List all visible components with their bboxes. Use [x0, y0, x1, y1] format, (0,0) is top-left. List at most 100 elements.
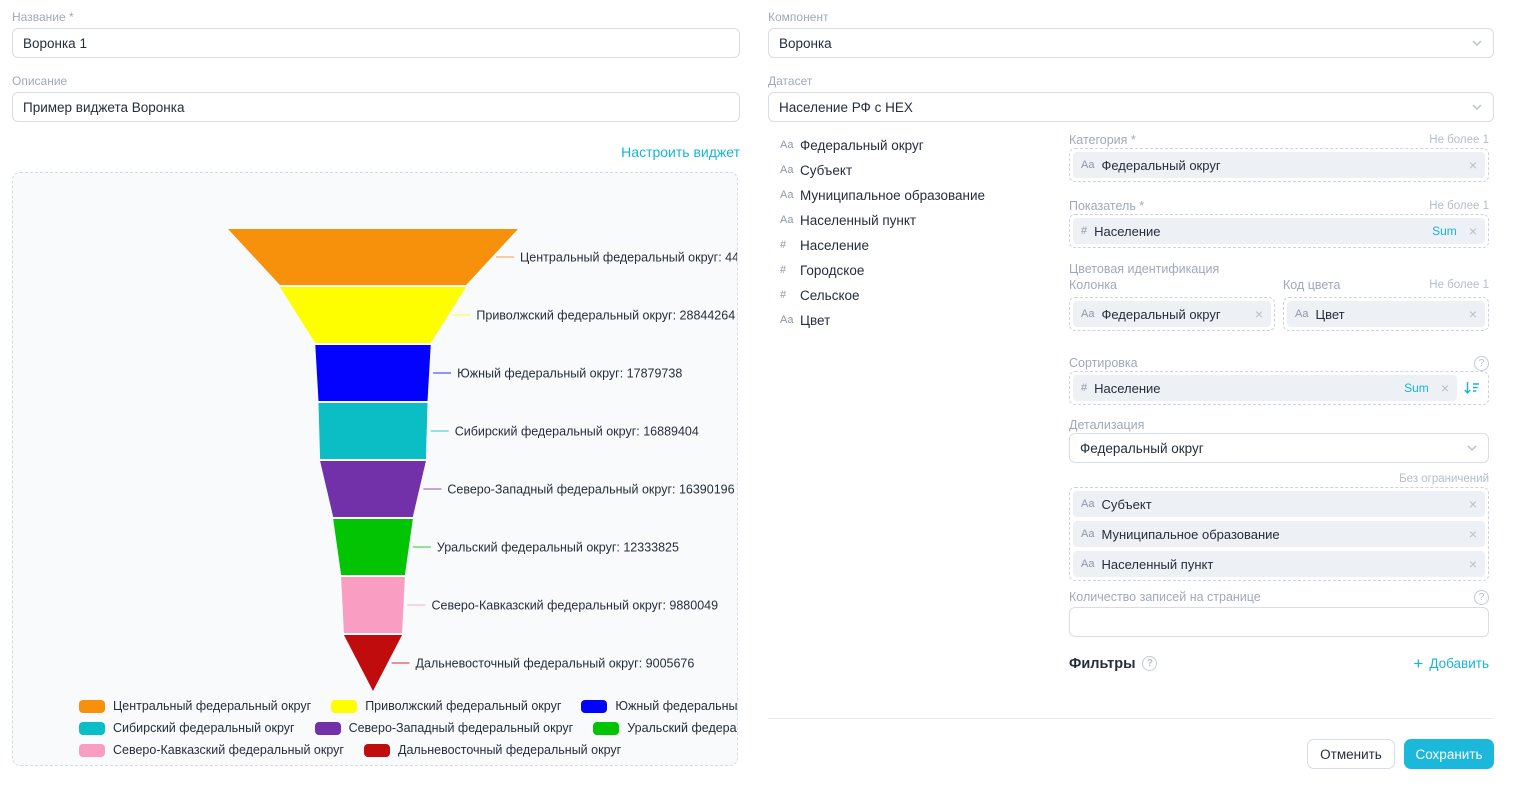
help-icon[interactable]: ?	[1474, 589, 1489, 605]
color-ident-sublabels: Колонка Код цвета Не более 1	[1069, 277, 1489, 293]
funnel-segment[interactable]	[343, 635, 403, 691]
aggregation-badge[interactable]: Sum	[1432, 224, 1457, 238]
remove-icon[interactable]: ×	[1440, 380, 1449, 396]
funnel-chart: Центральный федеральный округ: 44926457 П…	[228, 229, 737, 691]
name-input[interactable]	[12, 28, 740, 58]
measure-chip[interactable]: # Население Sum ×	[1073, 218, 1485, 244]
legend-item[interactable]: Южный федеральный округ	[581, 699, 737, 713]
string-type-icon: Aa	[1081, 308, 1095, 320]
dataset-field[interactable]: Aa Муниципальное образование	[780, 188, 985, 203]
measure-dropzone[interactable]: # Население Sum ×	[1069, 214, 1489, 248]
filters-label: Фильтры	[1069, 655, 1136, 672]
detail-value: Федеральный округ	[1080, 440, 1204, 456]
funnel-segment[interactable]	[315, 345, 431, 401]
page-size-input[interactable]	[1069, 607, 1489, 637]
funnel-segment[interactable]	[320, 461, 426, 517]
funnel-segment[interactable]	[333, 519, 413, 575]
color-code-dropzone[interactable]: Aa Цвет ×	[1283, 297, 1489, 331]
color-code-chip[interactable]: Aa Цвет ×	[1287, 301, 1485, 327]
chart-panel: Центральный федеральный округ: 44926457 П…	[12, 172, 738, 766]
remove-icon[interactable]: ×	[1468, 556, 1477, 572]
number-type-icon: #	[1081, 225, 1088, 237]
configure-row: Настроить виджет	[12, 144, 740, 162]
dataset-field[interactable]: # Население	[780, 238, 985, 253]
dataset-field[interactable]: # Сельское	[780, 288, 985, 303]
filters-section: Фильтры ? + Добавить	[1069, 655, 1489, 672]
save-button[interactable]: Сохранить	[1404, 739, 1494, 769]
sorting-chip[interactable]: # Население Sum ×	[1073, 375, 1457, 401]
description-label: Описание	[12, 74, 68, 88]
dataset-field[interactable]: Aa Цвет	[780, 313, 985, 328]
funnel-segment[interactable]	[228, 229, 518, 285]
legend-label: Северо-Кавказский федеральный округ	[113, 743, 344, 757]
detail-label: Детализация	[1069, 418, 1145, 432]
remove-icon[interactable]: ×	[1254, 306, 1263, 322]
legend-swatch	[581, 699, 608, 713]
legend-label: Сибирский федеральный округ	[113, 721, 295, 735]
left-column: Название * Описание Настроить виджет Цен…	[12, 10, 740, 766]
aggregation-badge[interactable]: Sum	[1404, 381, 1429, 395]
dataset-field[interactable]: # Городское	[780, 262, 985, 278]
cancel-button[interactable]: Отменить	[1307, 739, 1395, 769]
field-name: Федеральный округ	[800, 137, 924, 153]
field-name: Субъект	[800, 162, 853, 178]
remove-icon[interactable]: ×	[1468, 157, 1477, 173]
sorting-dropzone[interactable]: # Население Sum ×	[1069, 371, 1489, 405]
detail-chip[interactable]: Aa Муниципальное образование ×	[1073, 521, 1485, 547]
help-icon[interactable]: ?	[1474, 355, 1489, 371]
dataset-field[interactable]: Aa Субъект	[780, 162, 985, 178]
chart-legend: Центральный федеральный округ Приволжский…	[79, 691, 737, 757]
funnel-segment[interactable]	[341, 577, 405, 633]
dataset-fields-list: Aa Федеральный округ Aa Субъект Aa Муниципаль…	[780, 138, 985, 338]
help-icon[interactable]: ?	[1142, 656, 1158, 671]
legend-item[interactable]: Северо-Кавказский федеральный округ	[79, 743, 344, 757]
category-section-header: Категория * Не более 1	[1069, 132, 1489, 148]
remove-icon[interactable]: ×	[1468, 223, 1477, 239]
funnel-segment[interactable]	[279, 287, 467, 343]
detail-chip[interactable]: Aa Населенный пункт ×	[1073, 551, 1485, 577]
legend-item[interactable]: Приволжский федеральный округ	[331, 699, 561, 713]
legend-item[interactable]: Дальневосточный федеральный округ	[363, 743, 621, 757]
dataset-select[interactable]: Население РФ с HEX	[768, 92, 1494, 122]
category-dropzone[interactable]: Aa Федеральный округ ×	[1069, 148, 1489, 182]
funnel-segment-label: Приволжский федеральный округ: 28844264	[476, 309, 735, 323]
description-input[interactable]	[12, 92, 740, 122]
remove-icon[interactable]: ×	[1468, 496, 1477, 512]
configure-widget-link[interactable]: Настроить виджет	[621, 144, 740, 160]
field-name: Городское	[800, 262, 865, 278]
legend-swatch	[363, 743, 390, 757]
color-column-chip[interactable]: Aa Федеральный округ ×	[1073, 301, 1271, 327]
detail-select[interactable]: Федеральный округ	[1069, 433, 1489, 463]
component-select[interactable]: Воронка	[768, 28, 1494, 58]
legend-row: Сибирский федеральный округ Северо-Западн…	[79, 721, 737, 735]
legend-item[interactable]: Сибирский федеральный округ	[79, 721, 295, 735]
category-label: Категория *	[1069, 133, 1136, 147]
sort-direction-icon[interactable]	[1457, 381, 1485, 395]
remove-icon[interactable]: ×	[1468, 306, 1477, 322]
sorting-label: Сортировка	[1069, 356, 1138, 370]
legend-label: Приволжский федеральный округ	[365, 699, 562, 713]
category-chip[interactable]: Aa Федеральный округ ×	[1073, 152, 1485, 178]
plus-icon: +	[1413, 654, 1424, 673]
legend-swatch	[593, 721, 620, 735]
funnel-segment[interactable]	[318, 403, 428, 459]
funnel-segment-label: Сибирский федеральный округ: 16889404	[455, 425, 699, 439]
measure-section-header: Показатель * Не более 1	[1069, 198, 1489, 214]
legend-item[interactable]: Уральский федеральный округ	[593, 721, 737, 735]
legend-swatch	[79, 743, 105, 757]
legend-item[interactable]: Центральный федеральный округ	[79, 699, 311, 713]
detail-dropzone[interactable]: Aa Субъект × Aa Муниципальное образование × Aa…	[1069, 487, 1489, 581]
dataset-field[interactable]: Aa Населенный пункт	[780, 212, 985, 228]
dataset-field[interactable]: Aa Федеральный округ	[780, 137, 985, 153]
detail-chip[interactable]: Aa Субъект ×	[1073, 491, 1485, 517]
add-filter-button[interactable]: + Добавить	[1413, 654, 1489, 673]
measure-label: Показатель *	[1069, 199, 1145, 213]
string-type-icon: Aa	[780, 189, 794, 201]
number-type-icon: #	[780, 239, 787, 251]
color-column-dropzone[interactable]: Aa Федеральный округ ×	[1069, 297, 1275, 331]
remove-icon[interactable]: ×	[1468, 526, 1477, 542]
field-name: Населенный пункт	[800, 212, 917, 228]
measure-hint: Не более 1	[1429, 200, 1489, 212]
legend-label: Северо-Западный федеральный округ	[348, 721, 574, 735]
legend-item[interactable]: Северо-Западный федеральный округ	[314, 721, 574, 735]
